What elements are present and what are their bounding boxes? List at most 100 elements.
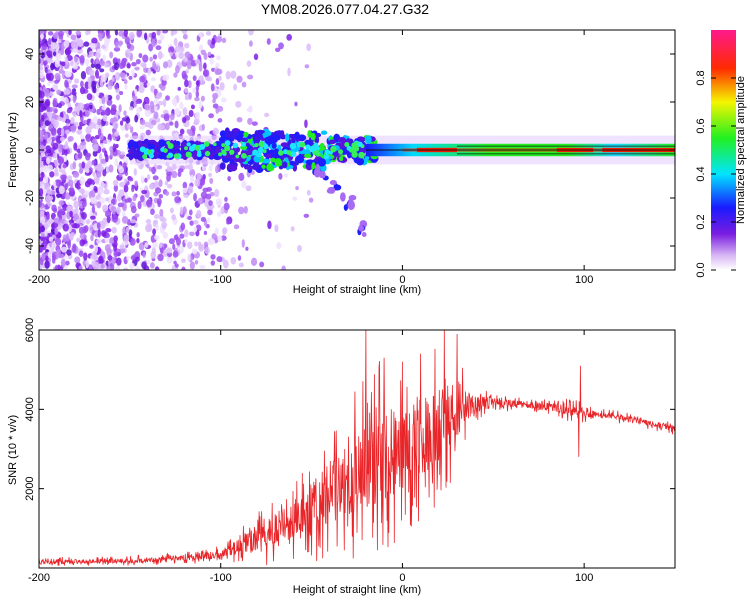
spectrogram-noise-cell: [111, 256, 116, 266]
spectrogram-noise-cell: [85, 126, 92, 135]
spectrogram-band-cell: [328, 139, 337, 145]
spectrogram-noise-cell: [208, 165, 213, 172]
spectrogram-noise-cell: [187, 185, 194, 194]
spectrogram-bright-cell: [241, 142, 246, 147]
spectrogram-noise-cell: [263, 112, 270, 118]
spectrogram-bright-cell: [358, 151, 365, 159]
snr-y-ticks: 2000 4000 6000: [24, 318, 675, 501]
spectrogram-noise-cell: [52, 154, 58, 159]
spectrogram-noise-cell: [72, 48, 79, 54]
spectrogram-noise-cell: [95, 176, 100, 185]
spectrogram-noise-cell: [90, 215, 96, 220]
spectrogram-noise-cell: [46, 50, 53, 57]
spectrogram-marks: [39, 30, 675, 270]
spectrogram-noise-cell: [125, 116, 131, 124]
spectrogram-noise-cell: [48, 236, 54, 242]
spectrogram-noise-cell: [40, 166, 45, 173]
spectrogram-noise-cell: [91, 159, 96, 166]
y-tick-label: 20: [24, 96, 36, 108]
spectrogram-bright-cell: [224, 140, 231, 146]
spectrogram-bright-cell: [203, 141, 210, 147]
spectrogram-noise-cell: [44, 255, 49, 261]
spectrogram-noise-cell: [176, 237, 181, 246]
spectrogram-noise-cell: [57, 224, 62, 231]
spectrogram-noise-cell: [98, 255, 104, 265]
spectrogram-noise-cell: [140, 175, 145, 184]
spectrogram-noise-cell: [140, 195, 145, 203]
spectrogram-noise-cell: [153, 213, 160, 220]
spectrogram-noise-cell: [198, 32, 203, 38]
spectrogram-bright-cell: [344, 141, 350, 148]
spectrogram-noise-cell: [55, 179, 61, 187]
spectrogram-band-cell: [370, 157, 378, 163]
spectrogram-noise-cell: [194, 178, 201, 187]
spectrogram-noise-cell: [58, 253, 65, 259]
spectrogram-noise-cell: [94, 135, 100, 140]
spectrogram-noise-cell: [98, 153, 103, 160]
spectrogram-noise-cell: [85, 168, 90, 174]
spectrogram-noise-cell: [101, 110, 109, 116]
spectrogram-noise-cell: [218, 75, 222, 81]
spectrogram-noise-cell: [71, 223, 78, 229]
spectrogram-noise-cell: [134, 66, 140, 71]
spectrogram-band-cell: [180, 141, 188, 148]
spectrogram-noise-cell: [152, 54, 158, 60]
spectrogram-noise-cell: [136, 30, 143, 38]
spectrogram-noise-cell: [173, 260, 177, 265]
spectrogram-noise-cell: [154, 235, 160, 241]
spectrogram-noise-cell: [52, 99, 57, 108]
spectrogram-noise-cell: [222, 259, 229, 269]
spectrogram-noise-cell: [159, 242, 163, 248]
spectrogram-noise-cell: [39, 144, 45, 153]
spectrogram-noise-cell: [102, 204, 109, 212]
spectrogram-noise-cell: [203, 230, 208, 236]
spectrogram-noise-cell: [235, 100, 242, 108]
spectrogram-noise-cell: [54, 264, 59, 270]
spectrogram-band-cell: [298, 153, 303, 159]
spectrogram-noise-cell: [74, 121, 79, 127]
spectrogram-noise-cell: [182, 107, 188, 116]
spectrogram-noise-cell: [96, 201, 102, 209]
spectrogram-noise-cell: [46, 188, 52, 195]
spectrogram-noise-cell: [71, 91, 77, 96]
spectrogram-noise-cell: [46, 106, 51, 113]
spectrogram-noise-cell: [223, 202, 230, 211]
spectrogram-noise-cell: [65, 260, 70, 266]
spectrogram-band-cell: [225, 130, 233, 139]
spectrogram-noise-cell: [278, 172, 283, 180]
spectrogram-noise-cell: [172, 243, 176, 251]
spectrogram-noise-cell: [54, 72, 61, 81]
spectrogram-noise-cell: [212, 92, 219, 100]
spectrogram-noise-cell: [131, 62, 137, 67]
spectrogram-noise-cell: [102, 54, 106, 62]
spectrogram-noise-cell: [238, 172, 245, 182]
spectrogram-noise-cell: [157, 201, 161, 208]
spectrogram-noise-cell: [68, 30, 72, 36]
spectrogram-noise-cell: [106, 98, 113, 106]
spectrogram-noise-cell: [187, 215, 192, 221]
spectrogram-noise-cell: [115, 110, 121, 116]
spectrogram-noise-cell: [80, 134, 85, 140]
spectrogram-noise-cell: [297, 244, 302, 252]
spectrogram-noise-cell: [304, 119, 308, 129]
colorbar-tick-label: 0.4: [695, 166, 707, 181]
spectrogram-noise-cell: [76, 129, 82, 135]
spectrogram-noise-cell: [128, 106, 134, 111]
spectrogram-noise-cell: [250, 257, 258, 267]
y-tick-label: 6000: [24, 318, 36, 342]
spectrogram-noise-cell: [146, 199, 151, 206]
spectrogram-noise-cell: [212, 127, 219, 136]
spectrogram-noise-cell: [162, 98, 167, 107]
spectrogram-noise-cell: [287, 67, 291, 77]
spectrogram-noise-cell: [72, 62, 79, 70]
spectrogram-noise-cell: [206, 217, 211, 224]
spectrogram-noise-cell: [274, 224, 279, 233]
colorbar-gradient: [711, 30, 736, 270]
spectrogram-noise-cell: [64, 140, 69, 150]
spectrogram-noise-cell: [144, 121, 151, 128]
spectrogram-noise-cell: [144, 109, 151, 118]
colorbar-tick-label: 0.0: [695, 262, 707, 277]
spectrogram-noise-cell: [123, 155, 129, 164]
spectrogram-noise-cell: [78, 250, 84, 257]
spectrogram-noise-cell: [143, 67, 149, 73]
